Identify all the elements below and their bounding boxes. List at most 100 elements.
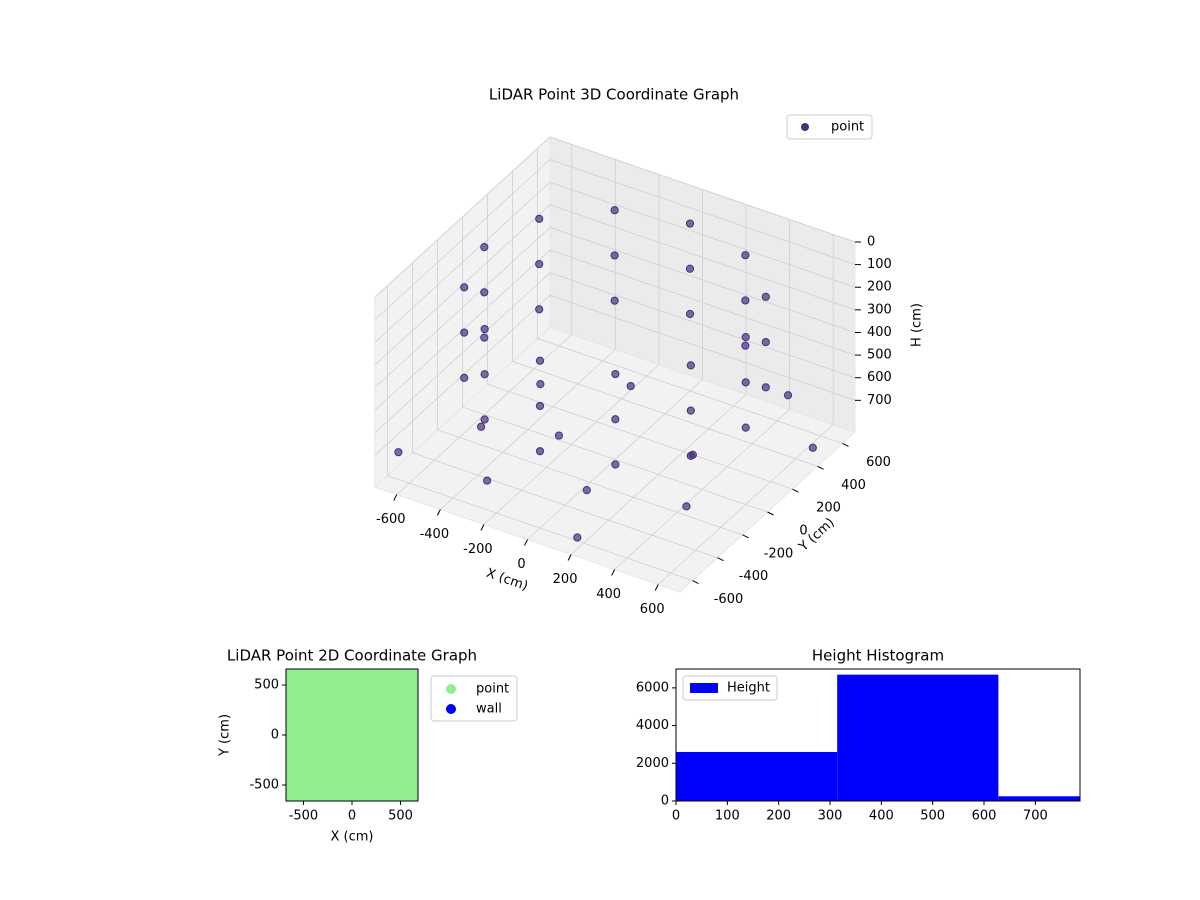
x-tick-label: -500 [289,809,319,824]
point [376,701,405,729]
point [685,219,695,228]
y-tick [717,557,724,562]
legend-box [430,675,518,722]
point [573,533,582,542]
legend-marker [446,704,456,714]
grid-line [537,148,843,444]
grid-line [374,227,856,388]
point [299,701,328,729]
y-tick-label: 4000 [636,718,669,733]
point [376,741,405,769]
point [582,485,591,495]
axes-frame [675,668,1081,802]
point [741,341,750,350]
x-tick-label: 0 [517,557,525,572]
y-tick [792,488,799,493]
x-tick-label: 300 [818,809,843,824]
z-tick-label: 500 [867,348,892,363]
grid-line [374,136,856,298]
grid-line [512,171,818,467]
point [357,741,386,769]
legend-label: Height [727,681,770,696]
grid-line [614,219,791,570]
point [480,370,489,379]
y-tick-label: 600 [866,455,891,470]
point [611,369,620,379]
point [338,741,366,769]
point [476,422,486,431]
point [483,476,492,485]
x-tick [654,584,659,591]
grid-line [440,159,616,510]
y-tick-label: 200 [816,501,841,516]
x-tick [436,509,441,516]
y-tick-label: -500 [249,778,279,793]
x-tick-label: -200 [463,542,493,557]
point [357,701,386,729]
z-axis-label: H (cm) [910,303,925,347]
legend-label: wall [476,702,502,717]
z-tick-label: 700 [867,393,892,408]
point [396,669,418,689]
z-tick-label: 400 [867,325,892,340]
legend-box [682,675,778,701]
x-tick-label: 400 [596,587,621,602]
grid-line [412,262,718,559]
point [554,431,564,440]
x-tick [393,494,398,501]
y-tick-label: 0 [799,524,807,539]
point [741,333,750,342]
point [611,415,620,424]
point [299,681,328,709]
point [318,741,347,769]
point [338,761,366,789]
point [460,283,469,292]
y-tick [842,442,849,447]
legend-swatch [690,683,718,693]
plot-area [676,674,1080,801]
z-tick-label: 0 [867,235,875,250]
x-tick [524,539,528,546]
point [761,337,770,347]
grid-line [570,204,747,555]
point [299,741,328,769]
x-tick-label: 500 [920,809,945,824]
grid-line [396,144,573,495]
y-tick [817,465,824,470]
point [480,243,489,252]
point [535,305,544,314]
point [535,214,544,223]
y-tick-label: 2000 [636,756,669,771]
point [685,309,695,319]
x-tick-label: -400 [420,527,450,542]
point [685,264,695,273]
x-tick-label: 200 [553,572,578,587]
point [376,761,405,789]
point [357,761,386,789]
grid-line [483,174,660,525]
x-tick [611,569,616,576]
point [626,381,635,391]
grid-line [374,272,856,434]
point [535,356,545,365]
y-tick-label: 400 [841,478,866,493]
point [376,721,405,749]
bar [837,674,999,801]
x-tick-label: 100 [715,809,740,824]
point [761,383,770,392]
x-tick-label: 400 [869,809,894,824]
point [318,701,347,729]
point [318,761,347,789]
point [686,361,695,370]
point [338,681,366,709]
point [783,391,793,400]
point [686,406,695,415]
point [808,443,817,452]
point [536,380,545,389]
y-tick [742,534,749,539]
point [688,450,697,459]
point [682,502,691,511]
point [318,681,347,709]
y-tick-label: -200 [764,546,794,561]
